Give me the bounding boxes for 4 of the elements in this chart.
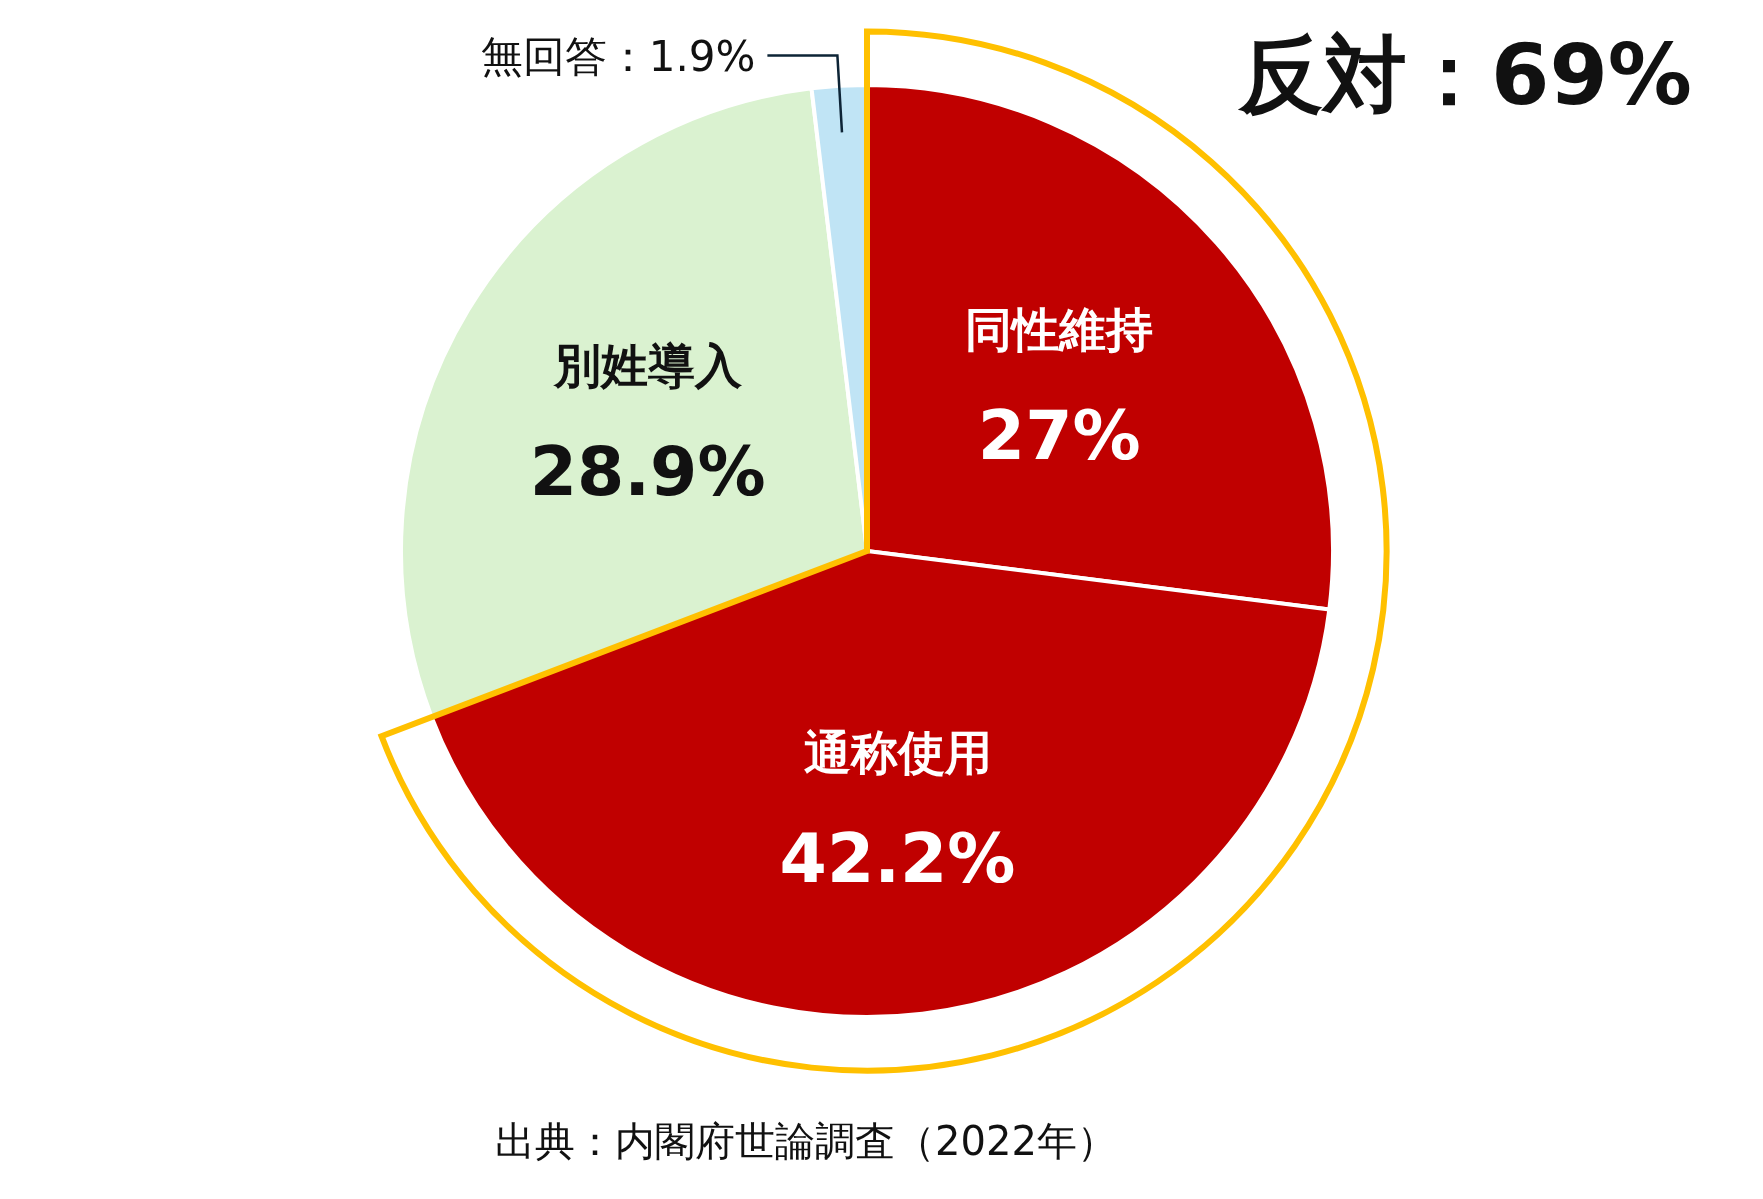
source-note: 出典：内閣府世論調査（2022年） <box>495 1118 1117 1164</box>
slice-label: 無回答 <box>480 31 607 81</box>
text: 反対：69% <box>1236 26 1692 124</box>
data-label: ：1.9% <box>606 31 756 81</box>
